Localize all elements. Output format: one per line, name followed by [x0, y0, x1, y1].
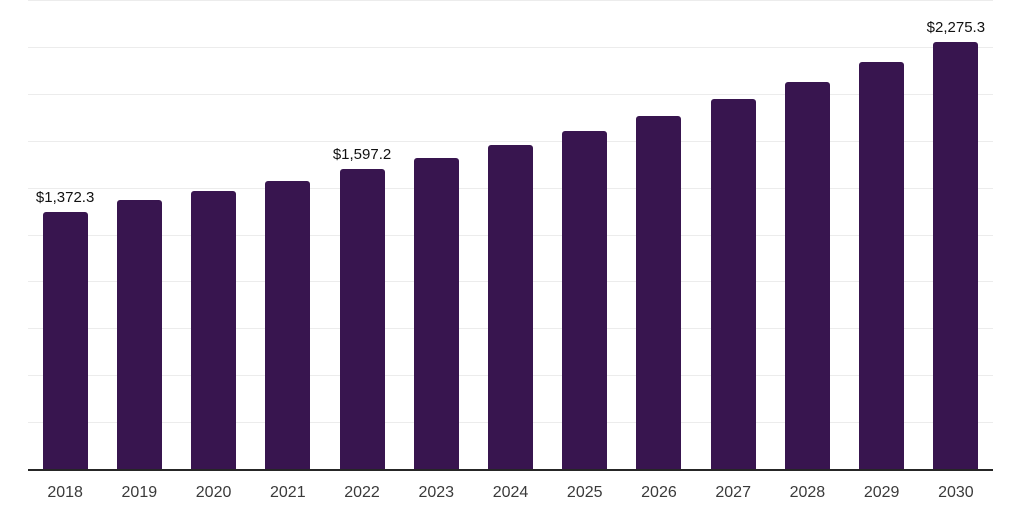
x-tick-label-2022: 2022 [344, 484, 380, 501]
bar-2029 [859, 62, 905, 469]
x-tick-label-2019: 2019 [121, 484, 158, 501]
x-axis: 2018 2019 2020 2021 2022 2023 2024 2025 2026 2027… [28, 471, 993, 512]
bar-2024 [488, 144, 533, 469]
bar-2028 [784, 81, 830, 469]
bar-2020 [191, 190, 237, 469]
bar-2030 [933, 42, 979, 469]
bar-2027 [710, 98, 756, 469]
bar-2025 [562, 130, 608, 469]
bar-2021 [265, 180, 311, 469]
gridline-2500 [28, 0, 993, 1]
value-label-2022: $1,597.2 [332, 146, 392, 164]
x-tick-label-2020: 2020 [195, 484, 232, 501]
x-tick-label-2029: 2029 [863, 484, 900, 501]
x-tick-label-2027: 2027 [715, 484, 751, 501]
value-label-2018: $1,372.3 [35, 188, 95, 206]
bar-2026 [636, 115, 682, 469]
bar-2019 [116, 199, 162, 469]
x-tick-label-2025: 2025 [566, 484, 603, 501]
gridline-2250 [28, 46, 993, 48]
plot-area: $1,372.3 $1,597.2 $2,275.3 [28, 0, 993, 471]
x-tick-label-2024: 2024 [492, 484, 529, 501]
x-tick-label-2030: 2030 [938, 484, 974, 501]
x-tick-label-2018: 2018 [47, 484, 83, 501]
x-tick-label-2023: 2023 [418, 484, 455, 501]
value-label-2030: $2,275.3 [926, 19, 986, 37]
x-tick-label-2028: 2028 [789, 484, 826, 501]
gridline-2000 [28, 93, 993, 95]
bar-2023 [413, 157, 459, 469]
bar-2018 [42, 211, 88, 469]
x-tick-label-2026: 2026 [641, 484, 677, 501]
gridline-1750 [28, 140, 993, 142]
x-tick-label-2021: 2021 [270, 484, 306, 501]
bar-2022 [339, 169, 385, 469]
